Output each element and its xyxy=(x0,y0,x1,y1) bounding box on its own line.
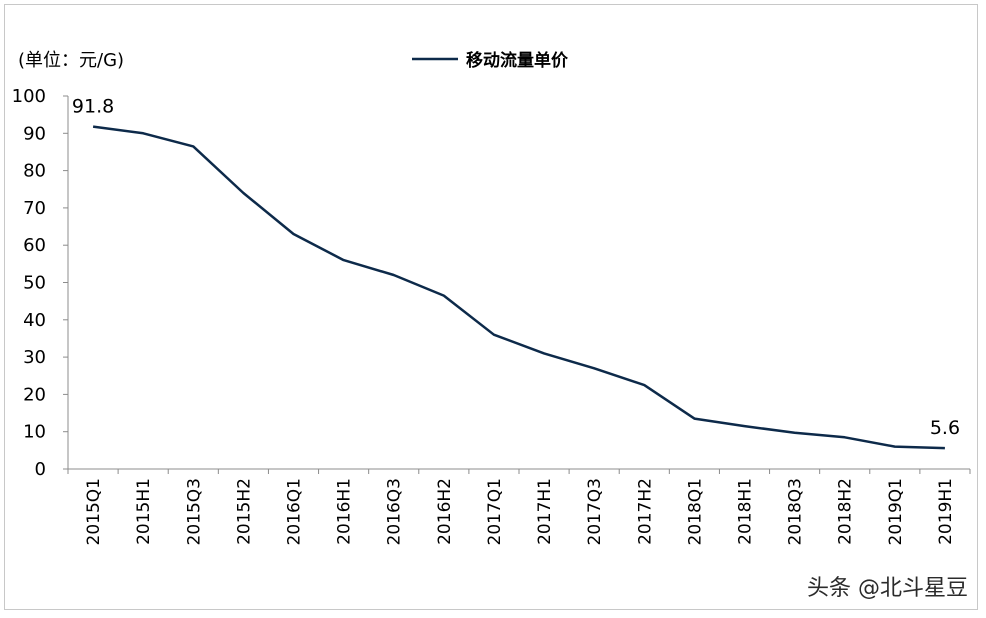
x-tick-label: 2018H2 xyxy=(836,478,856,545)
chart-frame xyxy=(4,4,978,610)
x-tick-label: 2015Q1 xyxy=(84,478,104,545)
data-label: 91.8 xyxy=(72,96,114,118)
y-tick-label: 20 xyxy=(23,384,46,405)
x-tick-label: 2016H2 xyxy=(435,478,455,545)
x-tick-label: 2017H1 xyxy=(535,478,555,545)
y-tick-label: 30 xyxy=(23,347,46,368)
x-tick-label: 2016H1 xyxy=(335,478,355,545)
watermark: 头条 @北斗星豆 xyxy=(807,576,968,601)
x-tick-label: 2017H2 xyxy=(635,478,655,545)
data-labels: 91.8 5.6 xyxy=(72,96,960,440)
x-tick-label: 2017Q3 xyxy=(585,478,605,545)
y-tick-label: 100 xyxy=(12,86,46,107)
y-tick-label: 60 xyxy=(23,235,46,256)
y-tick-label: 80 xyxy=(23,161,46,182)
legend: 移动流量单价 xyxy=(412,50,569,71)
axes xyxy=(67,96,970,470)
x-tick-label: 2015H1 xyxy=(134,478,154,545)
y-axis-ticks: 0 10 20 30 40 50 60 70 80 90 100 xyxy=(12,86,68,480)
x-tick-label: 2015Q3 xyxy=(184,478,204,545)
series-group xyxy=(92,125,945,450)
series-line-移动流量单价 xyxy=(92,125,945,450)
y-tick-label: 50 xyxy=(23,273,46,294)
y-tick-label: 40 xyxy=(23,310,46,331)
x-tick-label: 2019H1 xyxy=(936,478,956,545)
legend-label: 移动流量单价 xyxy=(466,50,569,71)
y-tick-label: 0 xyxy=(35,459,46,480)
x-tick-label: 2018Q1 xyxy=(685,478,705,545)
y-tick-label: 70 xyxy=(23,198,46,219)
x-tick-label: 2015H2 xyxy=(234,478,254,545)
x-tick-label: 2018H1 xyxy=(736,478,756,545)
data-label: 5.6 xyxy=(930,417,960,439)
unit-label: (单位：元/G) xyxy=(18,50,124,71)
x-tick-label: 2018Q3 xyxy=(786,478,806,545)
y-tick-label: 90 xyxy=(23,123,46,144)
x-axis-ticks: 2015Q1 2015H1 2015Q3 2015H2 2016Q1 2016H1 2016… xyxy=(67,469,971,545)
x-tick-label: 2016Q3 xyxy=(385,478,405,545)
x-tick-label: 2016Q1 xyxy=(285,478,305,545)
x-tick-label: 2019Q1 xyxy=(886,478,906,545)
y-tick-label: 10 xyxy=(23,422,46,443)
x-tick-label: 2017Q1 xyxy=(485,478,505,545)
